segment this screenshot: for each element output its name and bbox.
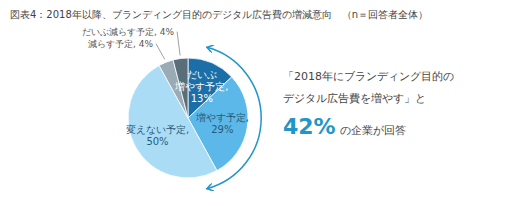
html-text:デジタル広告費を増やす」と: デジタル広告費を増やす」と	[283, 92, 426, 105]
svg-text:減らす予定, 4%: 減らす予定, 4%	[88, 39, 153, 49]
html-text:「2018年にブランディング目的の: 「2018年にブランディング目的の	[283, 70, 454, 83]
svg-text:だいぶ増やす予定,13%: だいぶ増やす予定,13%	[174, 69, 228, 104]
svg-text:増やす予定,29%: 増やす予定,29%	[195, 112, 249, 135]
svg-text:だいぶ減らす予定, 4%: だいぶ減らす予定, 4%	[82, 27, 174, 37]
html-text:図表4：2018年以降、ブランディング目的のデジタル広告費の: 図表4：2018年以降、ブランディング目的のデジタル広告費の増減意向 （n＝回答…	[10, 9, 429, 20]
html-text:42%の企業が回答: 42%の企業が回答	[283, 114, 406, 139]
svg-text:変えない予定,50%: 変えない予定,50%	[126, 123, 189, 146]
